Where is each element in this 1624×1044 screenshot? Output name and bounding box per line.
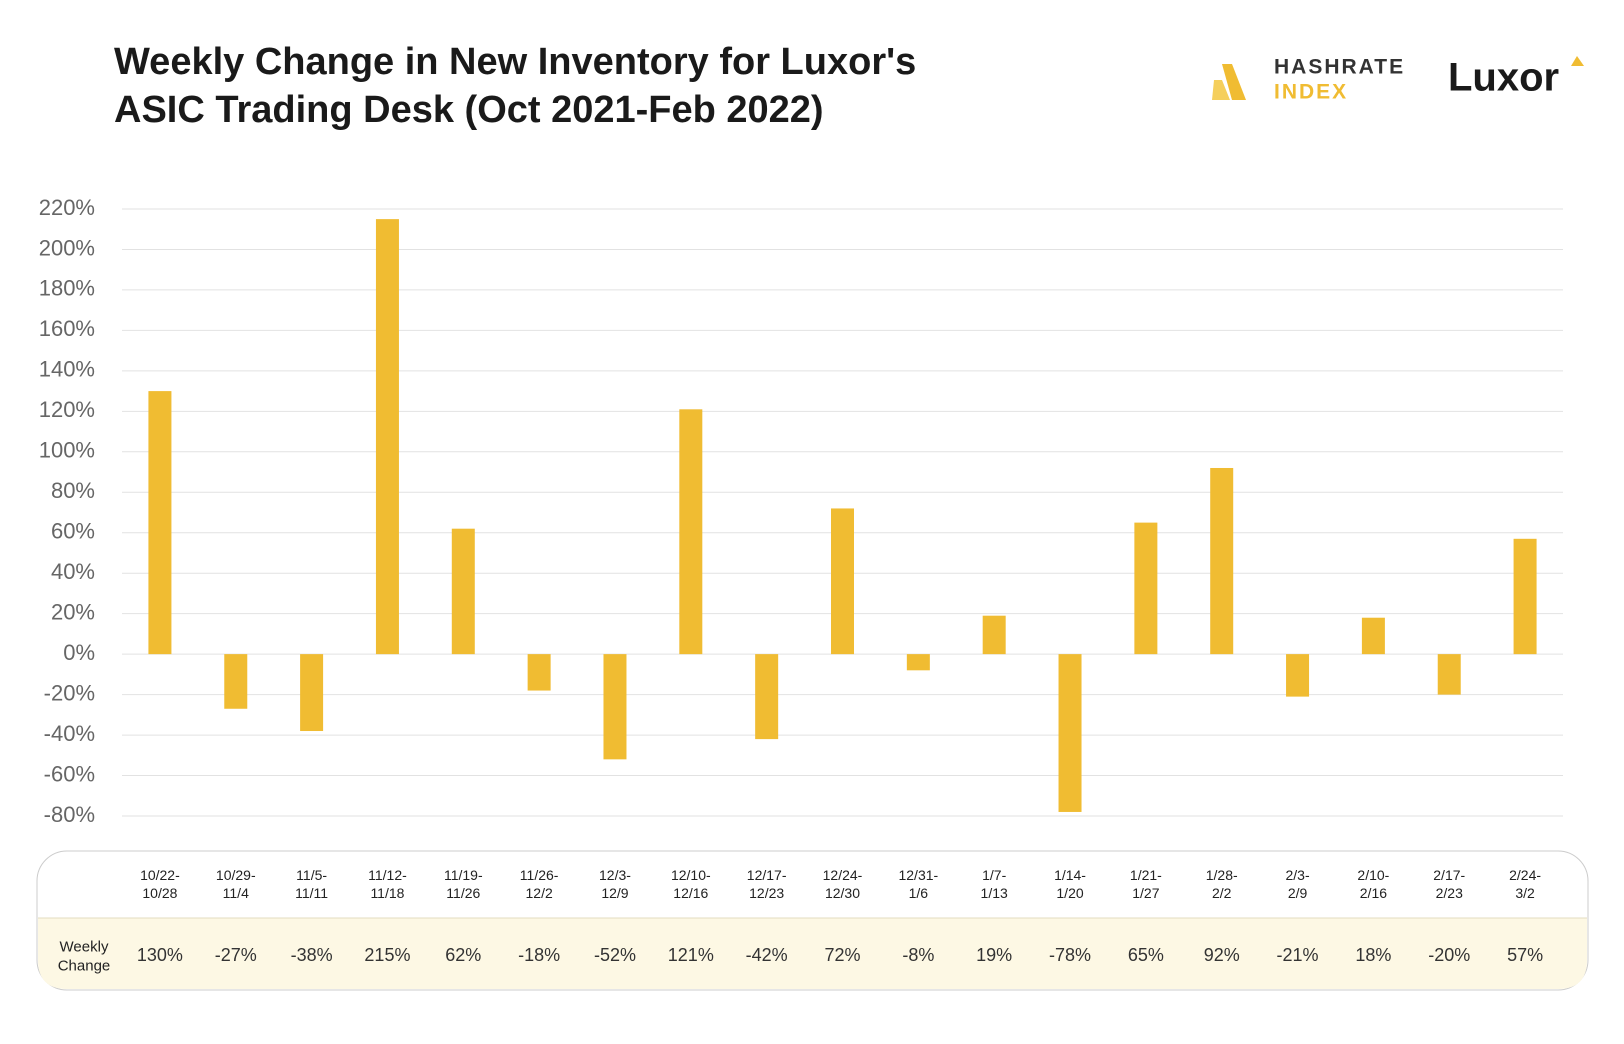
y-tick-label: 0% — [63, 640, 95, 665]
x-tick-label: 12/3-12/9 — [599, 867, 631, 901]
bar — [1361, 617, 1385, 655]
value-label: -20% — [1428, 945, 1470, 965]
hashrate-logo: HASHRATE INDEX — [1212, 56, 1405, 104]
logo-text: Luxor — [1448, 56, 1559, 100]
value-label: -38% — [291, 945, 333, 965]
y-tick-label: 40% — [51, 559, 95, 584]
y-tick-label: 160% — [39, 316, 95, 341]
x-tick-label: 1/7-1/13 — [981, 867, 1008, 901]
bar — [527, 654, 551, 691]
x-tick-label: 2/10-2/16 — [1357, 867, 1389, 901]
chart-title: ASIC Trading Desk (Oct 2021-Feb 2022) — [114, 89, 824, 131]
y-tick-label: 140% — [39, 357, 95, 382]
x-tick-label: 2/3-2/9 — [1285, 867, 1309, 901]
y-tick-label: 220% — [39, 195, 95, 220]
y-tick-label: -40% — [44, 721, 95, 746]
logo-text: INDEX — [1274, 81, 1348, 104]
value-label: 121% — [668, 945, 714, 965]
bar — [1058, 654, 1082, 812]
x-tick-label: 10/29-11/4 — [216, 867, 256, 901]
value-label: 62% — [445, 945, 481, 965]
y-tick-label: 60% — [51, 519, 95, 544]
x-tick-label: 12/24-12/30 — [823, 867, 863, 901]
bar — [1134, 522, 1158, 655]
luxor-logo: Luxor — [1448, 56, 1584, 100]
x-tick-label: 10/22-10/28 — [140, 867, 180, 901]
bar — [603, 654, 627, 760]
table-row-bg — [38, 918, 1587, 989]
x-tick-label: 11/26-12/2 — [520, 867, 559, 901]
value-label: -42% — [746, 945, 788, 965]
x-tick-label: 2/17-2/23 — [1433, 867, 1465, 901]
value-label: 18% — [1355, 945, 1391, 965]
bar — [831, 508, 854, 655]
bar — [300, 654, 324, 732]
bar — [451, 528, 475, 655]
x-tick-label: 11/12-11/18 — [368, 867, 407, 901]
bar — [679, 409, 703, 655]
bar — [148, 391, 172, 655]
x-tick-label: 1/14-1/20 — [1054, 867, 1086, 901]
value-label: -52% — [594, 945, 636, 965]
x-tick-label: 12/10-12/16 — [671, 867, 711, 901]
bar — [375, 219, 399, 655]
value-label: 130% — [137, 945, 183, 965]
y-tick-label: 180% — [39, 276, 95, 301]
x-tick-label: 11/5-11/11 — [295, 867, 328, 901]
value-label: -78% — [1049, 945, 1091, 965]
y-tick-label: 120% — [39, 397, 95, 422]
value-label: 215% — [364, 945, 410, 965]
value-label: -8% — [902, 945, 934, 965]
chart-title: Weekly Change in New Inventory for Luxor… — [114, 41, 916, 83]
y-tick-label: -20% — [44, 680, 95, 705]
y-tick-label: 200% — [39, 235, 95, 260]
value-label: -27% — [215, 945, 257, 965]
bar — [982, 615, 1006, 655]
bar — [224, 654, 248, 709]
bar — [1210, 467, 1234, 655]
y-tick-label: -80% — [44, 802, 95, 827]
x-tick-label: 12/17-12/23 — [747, 867, 787, 901]
value-label: -18% — [518, 945, 560, 965]
value-label: -21% — [1277, 945, 1319, 965]
x-tick-label: 1/21-1/27 — [1130, 867, 1162, 901]
value-label: 65% — [1128, 945, 1164, 965]
logo-shape — [1212, 80, 1230, 100]
y-tick-label: -60% — [44, 761, 95, 786]
y-tick-label: 80% — [51, 478, 95, 503]
y-tick-label: 20% — [51, 599, 95, 624]
x-tick-label: 12/31-1/6 — [898, 867, 938, 901]
value-label: 57% — [1507, 945, 1543, 965]
bar — [1286, 654, 1310, 697]
x-tick-label: 1/28-2/2 — [1206, 867, 1238, 901]
logo-text: HASHRATE — [1274, 56, 1405, 79]
value-label: 92% — [1204, 945, 1240, 965]
x-tick-label: 11/19-11/26 — [444, 867, 483, 901]
logo-shape — [1222, 64, 1246, 100]
y-tick-label: 100% — [39, 438, 95, 463]
bar — [906, 654, 930, 671]
logo-shape — [1571, 56, 1584, 66]
bar — [1513, 538, 1537, 655]
x-tick-label: 2/24-3/2 — [1509, 867, 1541, 901]
bar — [755, 654, 779, 740]
bar — [1437, 654, 1461, 695]
value-label: 19% — [976, 945, 1012, 965]
row-label: Weekly Change — [58, 938, 111, 974]
value-label: 72% — [824, 945, 860, 965]
